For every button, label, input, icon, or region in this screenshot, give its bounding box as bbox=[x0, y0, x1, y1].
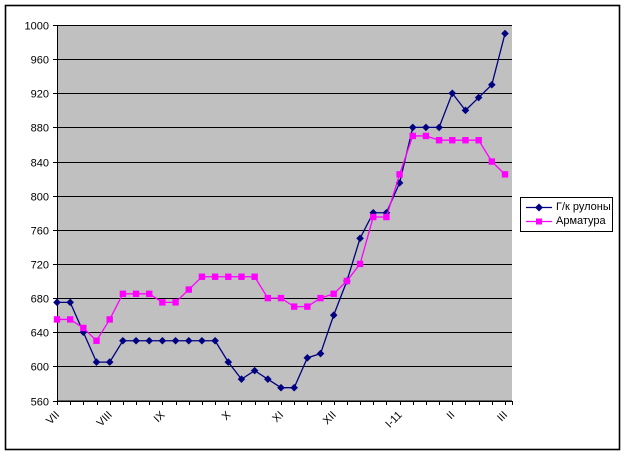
y-axis-label: 560 bbox=[31, 397, 49, 409]
data-point-marker bbox=[422, 123, 430, 132]
y-axis-label: 600 bbox=[31, 362, 49, 374]
y-axis-label: 1000 bbox=[25, 21, 49, 33]
y-axis-label: 800 bbox=[31, 192, 49, 204]
y-axis-label: 960 bbox=[31, 55, 49, 67]
data-point-marker bbox=[105, 358, 114, 366]
data-point-marker bbox=[304, 303, 311, 310]
data-point-marker bbox=[251, 273, 258, 280]
data-point-marker bbox=[329, 311, 338, 319]
data-point-marker bbox=[449, 137, 456, 144]
data-point-marker bbox=[158, 336, 167, 345]
legend-line-diamond-marker-icon bbox=[526, 203, 552, 212]
data-point-marker bbox=[146, 290, 153, 298]
data-point-marker bbox=[159, 299, 166, 306]
data-point-marker bbox=[475, 137, 482, 144]
data-point-marker bbox=[53, 298, 61, 307]
y-axis-label: 720 bbox=[31, 260, 49, 272]
data-point-marker bbox=[290, 383, 298, 392]
data-point-marker bbox=[66, 316, 74, 323]
data-point-marker bbox=[250, 366, 259, 375]
data-point-marker bbox=[501, 171, 509, 178]
data-point-marker bbox=[171, 336, 180, 345]
data-point-marker bbox=[185, 286, 192, 293]
data-point-marker bbox=[277, 294, 285, 302]
data-point-marker bbox=[422, 132, 430, 140]
data-point-marker bbox=[132, 336, 140, 345]
data-point-marker bbox=[184, 336, 193, 345]
data-point-marker bbox=[396, 171, 403, 178]
legend-label: Г/к рулоны bbox=[556, 201, 611, 213]
data-point-marker bbox=[383, 213, 390, 221]
data-point-marker bbox=[211, 273, 219, 280]
data-point-marker bbox=[488, 80, 496, 89]
y-axis-label: 680 bbox=[31, 294, 49, 306]
y-axis-label: 760 bbox=[31, 226, 49, 238]
data-point-marker bbox=[237, 375, 246, 383]
data-point-marker bbox=[92, 358, 101, 366]
data-point-marker bbox=[172, 299, 179, 306]
data-point-marker bbox=[448, 89, 457, 98]
y-axis-label: 920 bbox=[31, 89, 49, 101]
data-point-marker bbox=[343, 277, 351, 285]
data-point-marker bbox=[435, 123, 443, 132]
data-point-marker bbox=[435, 137, 443, 144]
data-point-marker bbox=[264, 375, 272, 383]
legend-item[interactable]: Г/к рулоны bbox=[525, 201, 611, 213]
data-point-marker bbox=[264, 294, 272, 302]
data-point-marker bbox=[132, 290, 140, 298]
data-point-marker bbox=[462, 137, 469, 144]
data-point-marker bbox=[238, 273, 245, 280]
data-point-marker bbox=[330, 290, 337, 298]
data-point-marker bbox=[224, 358, 233, 366]
data-point-marker bbox=[370, 213, 377, 221]
chart-legend[interactable]: Г/к рулоны Арматура bbox=[520, 197, 613, 232]
data-point-marker bbox=[474, 93, 483, 102]
data-point-marker bbox=[277, 383, 285, 392]
data-point-marker bbox=[409, 132, 416, 140]
data-point-marker bbox=[317, 294, 324, 302]
data-point-marker bbox=[119, 290, 127, 298]
data-point-marker bbox=[80, 324, 87, 332]
y-axis-label: 880 bbox=[31, 123, 49, 135]
data-point-marker bbox=[356, 234, 364, 243]
data-point-marker bbox=[461, 106, 470, 115]
data-point-marker bbox=[198, 273, 206, 280]
data-point-marker bbox=[408, 123, 417, 132]
y-axis-label: 840 bbox=[31, 158, 49, 170]
data-point-marker bbox=[488, 158, 496, 165]
data-point-marker bbox=[501, 29, 509, 38]
data-point-marker bbox=[66, 298, 74, 307]
data-point-marker bbox=[53, 316, 61, 323]
data-point-marker bbox=[290, 303, 298, 310]
data-point-marker bbox=[198, 336, 206, 345]
legend-item[interactable]: Арматура bbox=[525, 216, 610, 227]
legend-label: Арматура bbox=[556, 215, 606, 227]
data-point-marker bbox=[93, 337, 100, 344]
data-point-marker bbox=[106, 316, 113, 323]
data-point-marker bbox=[316, 349, 325, 358]
data-point-marker bbox=[225, 273, 232, 280]
y-axis-label: 640 bbox=[31, 328, 49, 340]
data-point-marker bbox=[119, 336, 127, 345]
data-point-marker bbox=[145, 336, 154, 345]
legend-line-square-marker-icon bbox=[526, 218, 552, 225]
data-point-marker bbox=[211, 336, 219, 345]
data-point-marker bbox=[356, 260, 364, 268]
data-point-marker bbox=[303, 354, 312, 362]
plot-area[interactable] bbox=[57, 25, 512, 401]
